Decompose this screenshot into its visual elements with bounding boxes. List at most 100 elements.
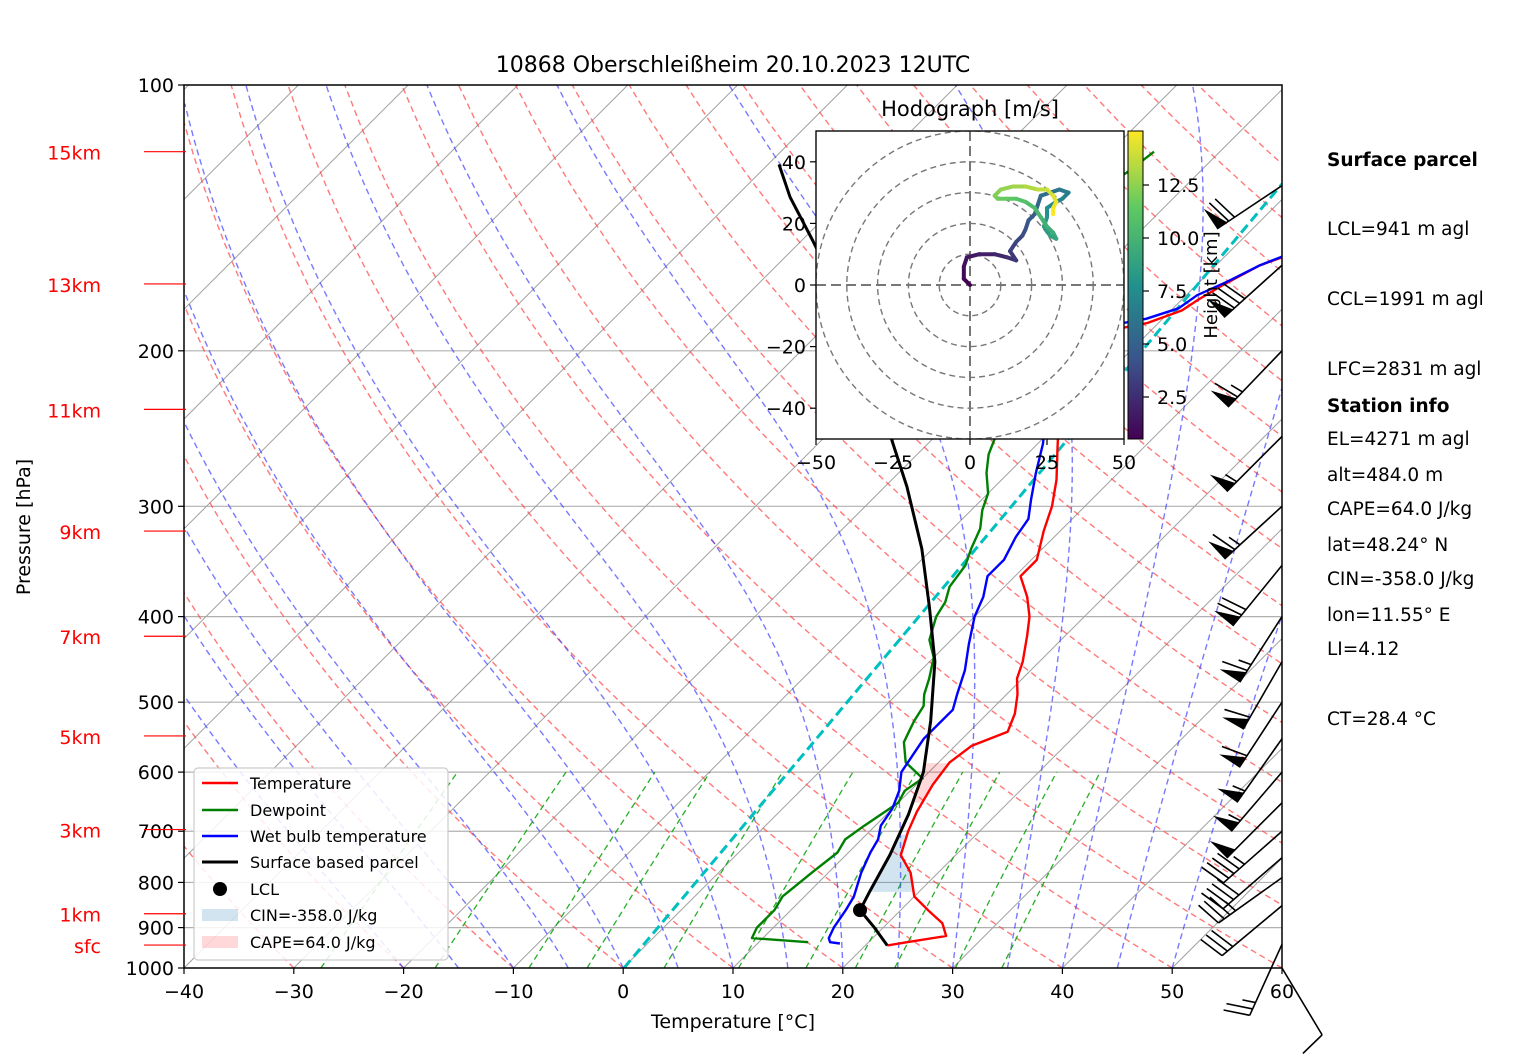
height-label: 5km (59, 727, 101, 749)
series-wet-bulb-temperature (827, 255, 1282, 945)
hodograph-title: Hodograph [m/s] (881, 97, 1059, 121)
height-label: 3km (59, 821, 101, 843)
dry-adiabat (401, 85, 1282, 968)
isotherm (184, 85, 519, 420)
x-tick-label: −20 (384, 981, 424, 1003)
y-axis-ticks: 1000 900 800 700 600 500 400 300 200 100 (126, 75, 184, 980)
isotherm (1062, 747, 1282, 968)
height-label: 7km (59, 627, 101, 649)
x-tick-label: 40 (1050, 981, 1074, 1003)
moist-adiabat (184, 103, 679, 968)
mixing-ratio-line (1001, 771, 1101, 968)
moist-adiabat (1061, 85, 1204, 968)
hodograph-segment (1023, 184, 1040, 192)
isotherm (952, 637, 1282, 968)
height-label: 15km (47, 143, 101, 165)
legend: Temperature Dewpoint Wet bulb temperatur… (193, 767, 449, 961)
surface-parcel-lfc: LFC=2831 m agl (1327, 359, 1482, 381)
wind-barb (1219, 616, 1283, 683)
wind-barbs (1198, 184, 1323, 1054)
station-info-heading: Station info (1327, 395, 1450, 417)
dry-adiabat (856, 85, 1282, 493)
hodograph: −50 −25 0 25 50 −40 −20 0 20 40 Hodograph [m/s] 2… (766, 97, 1222, 474)
y-tick-label: 800 (138, 872, 174, 894)
legend-cape-swatch (202, 936, 238, 948)
colorbar-label: Height [km] (1201, 231, 1222, 338)
legend-cin-swatch (202, 909, 238, 921)
moist-adiabat (1171, 613, 1282, 968)
surface-parcel-cin: CIN=-358.0 J/kg (1327, 568, 1475, 590)
station-longitude: lon=11.55° E (1327, 605, 1451, 627)
hodograph-trace (961, 184, 1071, 287)
y-tick-label: 400 (138, 607, 174, 629)
series-temperature (887, 256, 1282, 947)
wind-barb (1219, 701, 1283, 768)
x-axis-label: Temperature [°C] (650, 1011, 815, 1033)
hodograph-ticks: −50 −25 0 25 50 −40 −20 0 20 40 (766, 152, 1136, 474)
surface-parcel-lcl: LCL=941 m agl (1327, 219, 1470, 241)
lcl-point (853, 903, 868, 918)
hodograph-x-tick-label: −50 (796, 452, 836, 474)
hodograph-colorbar (1127, 130, 1144, 440)
wind-barb (1201, 857, 1283, 910)
surface-parcel-li: LI=4.12 (1327, 638, 1400, 660)
dry-adiabat (184, 454, 624, 968)
surface-parcel-ct: CT=28.4 °C (1327, 708, 1436, 730)
x-tick-label: 30 (941, 981, 965, 1003)
wind-barb (1209, 435, 1283, 493)
isotherm (732, 418, 1282, 968)
height-label: 1km (59, 905, 101, 927)
dry-adiabat (184, 119, 844, 968)
colorbar-tick-label: 12.5 (1157, 175, 1199, 197)
surface-parcel-ccl: CCL=1991 m agl (1327, 289, 1484, 311)
height-label: sfc (74, 936, 101, 958)
dry-adiabat (457, 85, 1282, 906)
cape-area (912, 763, 950, 803)
wind-barb (1217, 738, 1283, 803)
station-altitude: alt=484.0 m (1327, 465, 1444, 487)
y-tick-label: 700 (138, 821, 174, 843)
y-tick-label: 600 (138, 762, 174, 784)
hodograph-y-tick-label: 40 (782, 152, 806, 174)
station-info-panel: Station info alt=484.0 m lat=48.24° N lo… (1327, 348, 1450, 651)
wind-barb (1213, 771, 1283, 832)
dry-adiabat (514, 85, 1282, 844)
wind-barb (1200, 905, 1283, 957)
moist-adiabat (556, 85, 902, 968)
moist-adiabat (426, 85, 844, 968)
hodograph-segment (998, 184, 1016, 192)
x-tick-label: −10 (493, 981, 533, 1003)
hodograph-x-tick-label: 25 (1035, 452, 1059, 474)
surface-parcel-heading: Surface parcel (1327, 149, 1478, 171)
moist-adiabat (184, 420, 569, 968)
legend-dewpoint-label: Dewpoint (250, 801, 326, 820)
moist-adiabat (184, 525, 514, 968)
isotherm (184, 85, 848, 750)
wind-barb (1214, 564, 1283, 627)
isotherm (184, 85, 409, 310)
x-tick-label: 10 (721, 981, 745, 1003)
hodograph-y-tick-label: −20 (766, 337, 806, 359)
hodograph-x-tick-label: 0 (964, 452, 976, 474)
legend-temperature-label: Temperature (249, 774, 351, 793)
moist-adiabat (245, 85, 734, 968)
mixing-ratio-line (434, 771, 567, 968)
colorbar-ticks: 2.5 5.0 7.5 10.0 12.5 (1143, 175, 1199, 409)
mixing-ratio-line (738, 771, 854, 968)
colorbar-tick-label: 10.0 (1157, 228, 1199, 250)
y-tick-label: 300 (138, 496, 174, 518)
wind-barb (1198, 876, 1283, 924)
y-tick-label: 900 (138, 918, 174, 940)
y-tick-label: 100 (138, 75, 174, 97)
hodograph-y-tick-label: 0 (794, 275, 806, 297)
legend-parcel-label: Surface based parcel (250, 853, 419, 872)
mixing-ratio-line (586, 771, 711, 968)
colorbar-tick-label: 7.5 (1157, 281, 1187, 303)
wind-barb (1203, 184, 1283, 230)
moist-adiabat (728, 85, 976, 968)
hodograph-y-tick-label: 20 (782, 213, 806, 235)
mixing-ratio-line (954, 771, 1058, 968)
dry-adiabat (344, 85, 1173, 968)
dry-adiabat (287, 85, 1063, 968)
x-tick-label: 60 (1270, 981, 1294, 1003)
